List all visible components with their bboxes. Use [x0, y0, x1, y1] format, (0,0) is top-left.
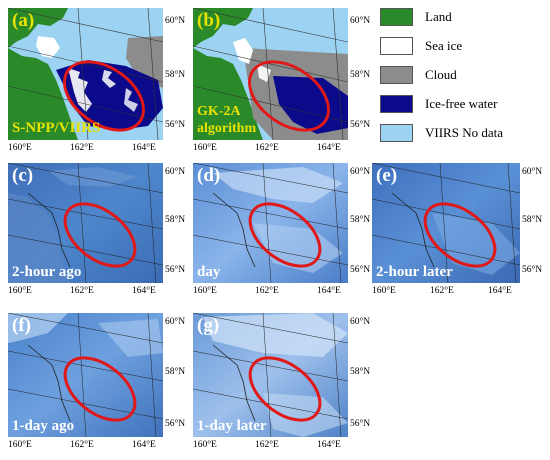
legend-swatch-cloud — [380, 66, 413, 84]
lat-tick-58: 58°N — [350, 70, 371, 80]
panel-caption-b-line1: GK-2A — [197, 104, 241, 119]
panel-caption-c: 2-hour ago — [12, 264, 82, 280]
panel-d: (d) day 60°N 58°N 56°N 160°E 162°E 164°E — [193, 163, 371, 303]
rgb-map-c: (c) 2-hour ago — [8, 163, 163, 283]
legend-item-land: Land — [380, 8, 550, 30]
legend-item-cloud: Cloud — [380, 66, 550, 88]
panel-c: (c) 2-hour ago 60°N 58°N 56°N 160°E 162°… — [8, 163, 186, 303]
panel-label-a: (a) — [12, 10, 35, 31]
panel-a: (a) S-NPP/VIIRS 60°N 58°N 56°N 160°E 162… — [8, 8, 186, 161]
lat-tick-56: 56°N — [350, 419, 371, 429]
lat-tick-60: 60°N — [350, 317, 371, 327]
lon-tick-162: 162°E — [70, 440, 94, 450]
lon-tick-162: 162°E — [70, 143, 94, 153]
lat-tick-58: 58°N — [350, 215, 371, 225]
lon-tick-164: 164°E — [132, 286, 156, 296]
panel-e: (e) 2-hour later 60°N 58°N 56°N 160°E 16… — [372, 163, 547, 303]
panel-f: (f) 1-day ago 60°N 58°N 56°N 160°E 162°E… — [8, 313, 186, 458]
legend-item-sea-ice: Sea ice — [380, 37, 550, 59]
lat-tick-60: 60°N — [522, 167, 543, 177]
lat-tick-56: 56°N — [165, 265, 186, 275]
panel-caption-d: day — [197, 264, 221, 280]
lat-tick-58: 58°N — [165, 367, 186, 377]
legend-item-ice-free-water: Ice-free water — [380, 95, 550, 117]
lat-tick-60: 60°N — [350, 16, 371, 26]
legend-swatch-sea-ice — [380, 37, 413, 55]
panel-caption-f: 1-day ago — [12, 418, 75, 434]
lon-tick-160: 160°E — [8, 440, 32, 450]
rgb-map-e: (e) 2-hour later — [372, 163, 520, 283]
lat-tick-60: 60°N — [165, 317, 186, 327]
legend-swatch-viirs-no-data — [380, 124, 413, 142]
lon-tick-164: 164°E — [317, 286, 341, 296]
lat-tick-56: 56°N — [165, 419, 186, 429]
legend-label-land: Land — [425, 9, 452, 24]
panel-label-g: (g) — [197, 315, 220, 336]
legend-label-cloud: Cloud — [425, 67, 457, 82]
legend-label-sea-ice: Sea ice — [425, 38, 463, 53]
legend-swatch-land — [380, 8, 413, 26]
panel-caption-g: 1-day later — [197, 418, 267, 434]
classified-map-b: (b) GK-2A algorithm — [193, 8, 348, 140]
lat-tick-56: 56°N — [522, 265, 543, 275]
panel-caption-b-line2: algorithm — [197, 121, 257, 136]
lat-tick-56: 56°N — [350, 120, 371, 130]
lon-tick-164: 164°E — [132, 440, 156, 450]
lon-tick-160: 160°E — [193, 286, 217, 296]
lat-tick-58: 58°N — [350, 367, 371, 377]
lon-tick-162: 162°E — [255, 143, 279, 153]
legend-label-viirs-no-data: VIIRS No data — [425, 125, 503, 140]
lat-tick-56: 56°N — [165, 120, 186, 130]
panel-label-f: (f) — [12, 315, 31, 336]
panel-label-e: (e) — [376, 165, 398, 186]
lon-tick-164: 164°E — [132, 143, 156, 153]
panel-label-b: (b) — [197, 10, 221, 31]
lon-tick-164: 164°E — [488, 286, 512, 296]
lat-tick-60: 60°N — [350, 167, 371, 177]
lat-tick-58: 58°N — [165, 70, 186, 80]
panel-label-c: (c) — [12, 165, 34, 186]
lon-tick-162: 162°E — [70, 286, 94, 296]
panel-b: (b) GK-2A algorithm 60°N 58°N 56°N 160°E… — [193, 8, 371, 161]
lon-tick-160: 160°E — [8, 143, 32, 153]
legend-swatch-ice-free-water — [380, 95, 413, 113]
panel-g: (g) 1-day later 60°N 58°N 56°N 160°E 162… — [193, 313, 371, 458]
lon-tick-160: 160°E — [8, 286, 32, 296]
classified-map-a: (a) S-NPP/VIIRS — [8, 8, 163, 140]
lon-tick-162: 162°E — [255, 440, 279, 450]
lat-tick-58: 58°N — [522, 215, 543, 225]
lon-tick-162: 162°E — [255, 286, 279, 296]
lon-tick-160: 160°E — [193, 143, 217, 153]
panel-label-d: (d) — [197, 165, 221, 186]
legend-item-viirs-no-data: VIIRS No data — [380, 124, 550, 146]
lon-tick-164: 164°E — [317, 440, 341, 450]
rgb-map-d: (d) day — [193, 163, 348, 283]
lon-tick-160: 160°E — [372, 286, 396, 296]
legend-label-ice-free-water: Ice-free water — [425, 96, 498, 111]
lat-tick-56: 56°N — [350, 265, 371, 275]
lon-tick-160: 160°E — [193, 440, 217, 450]
rgb-map-f: (f) 1-day ago — [8, 313, 163, 437]
lon-tick-162: 162°E — [430, 286, 454, 296]
lat-tick-60: 60°N — [165, 167, 186, 177]
panel-caption-e: 2-hour later — [376, 264, 453, 280]
lat-tick-58: 58°N — [165, 215, 186, 225]
panel-caption-a: S-NPP/VIIRS — [12, 120, 101, 136]
lat-tick-60: 60°N — [165, 16, 186, 26]
lon-tick-164: 164°E — [317, 143, 341, 153]
rgb-map-g: (g) 1-day later — [193, 313, 348, 437]
